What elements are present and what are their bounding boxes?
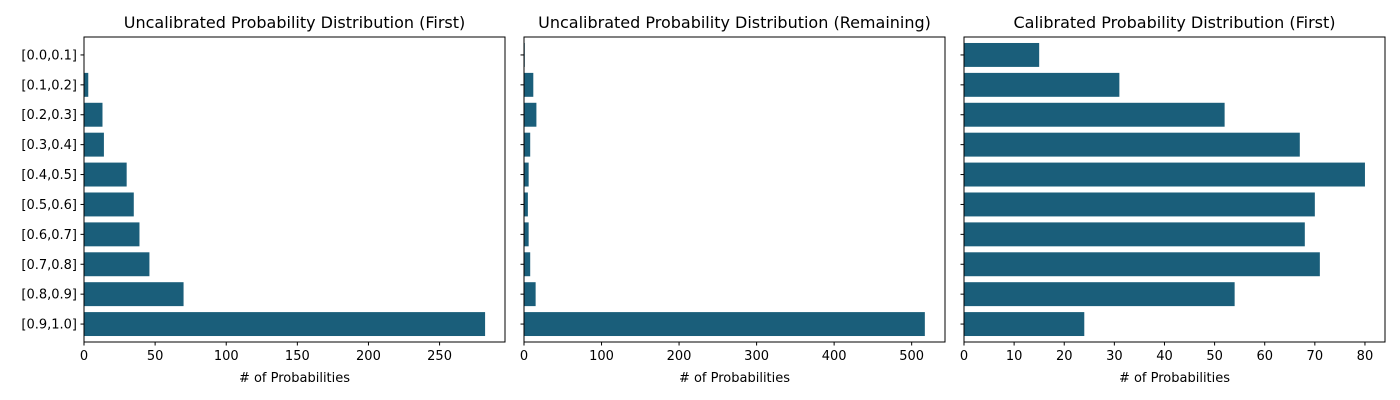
bar-0-7-0-8 bbox=[524, 252, 531, 277]
y-tick-label: [0.4,0.5] bbox=[21, 168, 77, 183]
bar-0-9-1-0 bbox=[84, 312, 486, 337]
x-tick-label: 50 bbox=[147, 349, 164, 364]
x-tick-label: 200 bbox=[356, 349, 381, 364]
bar-0-5-0-6 bbox=[84, 192, 134, 217]
chart-title: Calibrated Probability Distribution (Fir… bbox=[1013, 13, 1335, 32]
y-tick-label: [0.7,0.8] bbox=[21, 258, 77, 273]
y-tick-label: [0.8,0.9] bbox=[21, 288, 77, 303]
x-tick-label: 500 bbox=[899, 349, 924, 364]
chart-title: Uncalibrated Probability Distribution (R… bbox=[538, 13, 931, 32]
bar-0-2-0-3 bbox=[964, 102, 1225, 127]
x-tick-label: 0 bbox=[520, 349, 528, 364]
x-tick-label: 80 bbox=[1357, 349, 1374, 364]
x-tick-label: 150 bbox=[285, 349, 310, 364]
chart-title: Uncalibrated Probability Distribution (F… bbox=[124, 13, 466, 32]
bar-0-0-0-1 bbox=[964, 42, 1040, 67]
x-tick-label: 100 bbox=[589, 349, 614, 364]
y-tick-label: [0.3,0.4] bbox=[21, 138, 77, 153]
bar-0-6-0-7 bbox=[84, 222, 140, 247]
x-tick-label: 50 bbox=[1206, 349, 1223, 364]
x-tick-label: 60 bbox=[1256, 349, 1273, 364]
bar-0-7-0-8 bbox=[964, 252, 1320, 277]
plot-frame bbox=[523, 36, 946, 343]
bar-0-6-0-7 bbox=[524, 222, 529, 247]
bar-0-4-0-5 bbox=[84, 162, 127, 187]
bar-0-1-0-2 bbox=[84, 72, 89, 97]
bar-0-4-0-5 bbox=[964, 162, 1365, 187]
x-tick-label: 30 bbox=[1106, 349, 1123, 364]
x-tick-label: 400 bbox=[822, 349, 847, 364]
x-tick-label: 200 bbox=[667, 349, 692, 364]
bar-0-2-0-3 bbox=[84, 102, 103, 127]
bar-0-8-0-9 bbox=[524, 282, 536, 307]
x-axis-label: # of Probabilities bbox=[679, 371, 790, 386]
plot-frame bbox=[963, 36, 1386, 343]
x-tick-label: 0 bbox=[960, 349, 968, 364]
x-tick-label: 100 bbox=[214, 349, 239, 364]
bar-0-1-0-2 bbox=[524, 72, 534, 97]
plot-frame bbox=[83, 36, 506, 343]
x-tick-label: 300 bbox=[744, 349, 769, 364]
x-tick-label: 70 bbox=[1307, 349, 1324, 364]
y-tick-label: [0.0,0.1] bbox=[21, 48, 77, 63]
bar-0-5-0-6 bbox=[524, 192, 528, 217]
x-tick-label: 10 bbox=[1006, 349, 1023, 364]
bar-0-8-0-9 bbox=[84, 282, 184, 307]
y-tick-label: [0.1,0.2] bbox=[21, 78, 77, 93]
bar-0-9-1-0 bbox=[964, 312, 1085, 337]
y-tick-label: [0.5,0.6] bbox=[21, 198, 77, 213]
bar-0-8-0-9 bbox=[964, 282, 1235, 307]
bar-0-7-0-8 bbox=[84, 252, 150, 277]
chart-panel-calibrated-first: Calibrated Probability Distribution (Fir… bbox=[960, 13, 1386, 386]
y-tick-label: [0.6,0.7] bbox=[21, 228, 77, 243]
x-tick-label: 40 bbox=[1156, 349, 1173, 364]
x-tick-label: 250 bbox=[427, 349, 452, 364]
x-tick-label: 20 bbox=[1056, 349, 1073, 364]
bar-0-9-1-0 bbox=[524, 312, 925, 337]
y-tick-label: [0.9,1.0] bbox=[21, 318, 77, 333]
bar-0-5-0-6 bbox=[964, 192, 1315, 217]
bar-0-3-0-4 bbox=[964, 132, 1300, 157]
chart-panel-uncalibrated-first: Uncalibrated Probability Distribution (F… bbox=[21, 13, 506, 386]
x-axis-label: # of Probabilities bbox=[1119, 371, 1230, 386]
bar-0-3-0-4 bbox=[84, 132, 104, 157]
bar-0-2-0-3 bbox=[524, 102, 537, 127]
bar-0-1-0-2 bbox=[964, 72, 1120, 97]
bar-0-6-0-7 bbox=[964, 222, 1305, 247]
x-tick-label: 0 bbox=[80, 349, 88, 364]
x-axis-label: # of Probabilities bbox=[239, 371, 350, 386]
bar-0-4-0-5 bbox=[524, 162, 529, 187]
y-tick-label: [0.2,0.3] bbox=[21, 108, 77, 123]
bar-0-3-0-4 bbox=[524, 132, 531, 157]
chart-panel-uncalibrated-remaining: Uncalibrated Probability Distribution (R… bbox=[520, 13, 946, 386]
